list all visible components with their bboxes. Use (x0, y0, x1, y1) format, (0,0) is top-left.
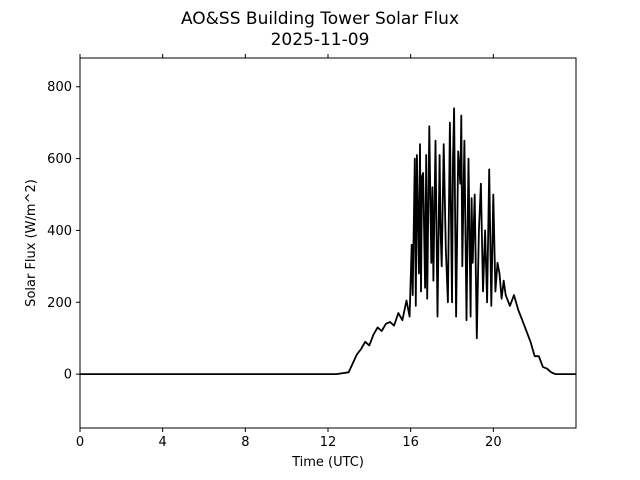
y-tick-label: 0 (64, 368, 72, 383)
x-tick-label: 4 (159, 435, 167, 450)
y-tick-label: 400 (47, 224, 72, 239)
y-axis-label: Solar Flux (W/m^2) (24, 179, 39, 307)
y-tick-label: 200 (47, 296, 72, 311)
x-tick-label: 8 (241, 435, 249, 450)
x-axis-label: Time (UTC) (291, 455, 364, 470)
chart-title: AO&SS Building Tower Solar Flux (181, 9, 459, 29)
chart-subtitle: 2025-11-09 (271, 30, 370, 50)
x-tick-label: 16 (402, 435, 419, 450)
x-tick-label: 12 (320, 435, 337, 450)
x-tick-label: 0 (76, 435, 84, 450)
x-tick-label: 20 (485, 435, 502, 450)
axes-frame (79, 57, 577, 429)
y-tick-label: 600 (47, 152, 72, 167)
y-tick-label: 800 (47, 80, 72, 95)
series-line-0 (80, 107, 576, 376)
